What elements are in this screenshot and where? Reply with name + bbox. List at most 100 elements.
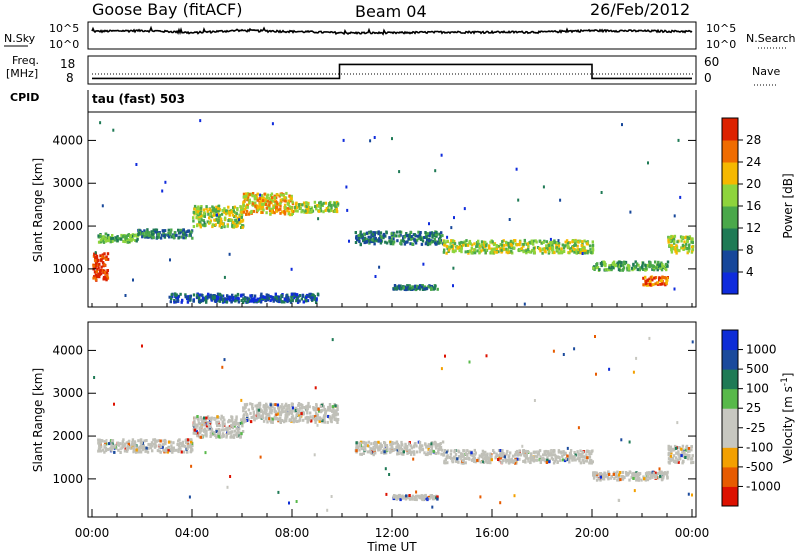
scatter-cell — [651, 475, 654, 479]
scatter-cell — [651, 267, 654, 271]
scatter-cell — [510, 458, 513, 462]
scatter-cell — [286, 414, 289, 418]
scatter-cell — [365, 238, 369, 242]
scatter-cell — [439, 447, 442, 451]
scatter-cell — [192, 219, 195, 223]
scatter-cell — [431, 235, 434, 239]
scatter-cell — [379, 442, 382, 446]
scatter-cell — [235, 417, 238, 421]
scatter-cell — [309, 411, 312, 415]
scatter-cell — [437, 448, 440, 451]
scatter-cell — [269, 418, 272, 422]
scatter-cell — [116, 441, 120, 445]
scatter-cell — [305, 296, 308, 299]
scatter-cell — [672, 448, 675, 452]
scatter-cell — [413, 285, 417, 289]
scatter-cell — [286, 201, 289, 205]
scatter-cell — [666, 260, 670, 264]
scatter-cell — [507, 461, 511, 465]
scatter-cell — [385, 492, 388, 496]
colorbar-tick-label: 20 — [746, 177, 761, 191]
scatter-cell — [379, 239, 383, 243]
scatter-cell — [658, 467, 661, 471]
scatter-cell — [182, 228, 185, 232]
scatter-cell — [110, 237, 113, 241]
scatter-cell — [204, 295, 207, 299]
scatter-cell — [679, 457, 682, 461]
scatter-cell — [599, 475, 602, 479]
scatter-cell — [575, 251, 578, 255]
scatter-cell — [205, 300, 208, 304]
scatter-cell — [536, 452, 540, 456]
scatter-cell — [286, 296, 289, 299]
scatter-cell — [663, 266, 667, 270]
scatter-cell — [635, 262, 639, 266]
scatter-cell — [248, 198, 251, 202]
scatter-cell — [295, 413, 299, 417]
scatter-cell — [635, 356, 638, 360]
scatter-cell — [317, 217, 320, 221]
scatter-cell — [279, 297, 282, 301]
scatter-cell — [595, 474, 599, 478]
scatter-cell — [334, 209, 337, 213]
scatter-cell — [136, 450, 139, 454]
scatter-cell — [110, 443, 113, 447]
scatter-cell — [402, 286, 405, 290]
scatter-cell — [608, 367, 611, 371]
scatter-cell — [529, 250, 532, 254]
scatter-cell — [541, 251, 544, 255]
scatter-cell — [541, 247, 544, 251]
scatter-cell — [438, 232, 441, 236]
scatter-cell — [245, 209, 249, 213]
scatter-cell — [673, 240, 676, 244]
scatter-cell — [158, 446, 161, 449]
scatter-cell — [244, 410, 247, 414]
scatter-cell — [247, 408, 250, 412]
scatter-cell — [157, 235, 161, 239]
scatter-cell — [356, 238, 359, 242]
scatter-cell — [173, 233, 177, 237]
scatter-cell — [227, 219, 230, 223]
scatter-cell — [408, 235, 411, 239]
scatter-cell — [648, 471, 651, 475]
scatter-cell — [375, 445, 378, 449]
scatter-cell — [514, 461, 517, 465]
scatter-cell — [322, 416, 326, 420]
scatter-cell — [211, 297, 215, 301]
scatter-cell — [145, 446, 148, 450]
scatter-cell — [435, 230, 438, 234]
scatter-cell — [235, 222, 238, 226]
scatter-cell — [502, 454, 505, 458]
scatter-cell — [270, 408, 274, 412]
scatter-cell — [217, 428, 221, 431]
scatter-cell — [522, 242, 525, 246]
scatter-cell — [246, 205, 249, 209]
scatter-cell — [666, 276, 669, 280]
scatter-cell — [428, 449, 432, 453]
scatter-cell — [514, 242, 518, 246]
scatter-cell — [482, 453, 485, 457]
scatter-cell — [244, 297, 247, 301]
scatter-cell — [595, 471, 598, 475]
scatter-cell — [450, 226, 453, 230]
scatter-cell — [105, 448, 109, 451]
scatter-cell — [269, 299, 272, 303]
scatter-cell — [539, 249, 542, 253]
scatter-cell — [233, 205, 237, 209]
scatter-cell — [287, 212, 290, 216]
scatter-cell — [644, 282, 648, 285]
scatter-cell — [550, 453, 554, 457]
scatter-cell — [92, 276, 95, 280]
scatter-cell — [671, 456, 675, 460]
scatter-cell — [231, 293, 234, 297]
scatter-cell — [396, 287, 399, 291]
scatter-cell — [645, 266, 648, 270]
scatter-cell — [568, 456, 571, 459]
scatter-cell — [583, 251, 587, 255]
scatter-cell — [207, 212, 210, 216]
scatter-cell — [433, 237, 437, 241]
scatter-cell — [112, 446, 115, 449]
scatter-cell — [258, 406, 261, 410]
scatter-cell — [633, 489, 636, 493]
scatter-cell — [236, 292, 240, 296]
